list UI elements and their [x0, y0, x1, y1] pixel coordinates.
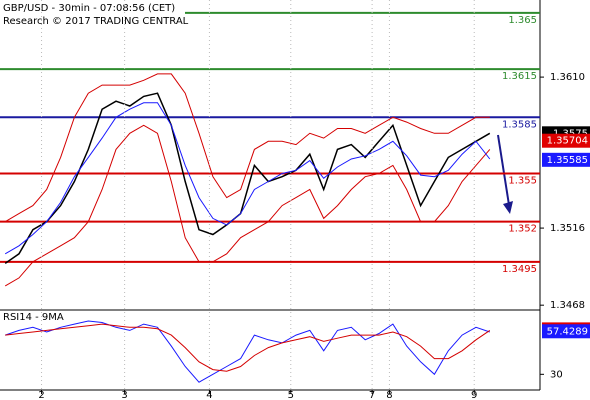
x-tick-label: 8 — [386, 390, 392, 400]
level-label: 1.3585 — [502, 119, 537, 130]
x-tick-label: 4 — [206, 390, 212, 400]
series-line — [4, 124, 491, 287]
price-tag-label: 57.4289 — [547, 326, 588, 337]
chart-title: GBP/USD - 30min - 07:08:56 (CET) — [3, 3, 175, 14]
series-line — [4, 92, 491, 265]
x-tick-label: 7 — [369, 390, 375, 400]
level-label: 1.3495 — [502, 264, 537, 275]
forecast-arrow — [497, 134, 510, 206]
x-tick-label: 2 — [38, 390, 44, 400]
rsi-title: RSI14 - 9MA — [3, 312, 64, 323]
y-tick-label: 1.3516 — [550, 223, 585, 234]
chart-subtitle: Research © 2017 TRADING CENTRAL — [3, 16, 189, 27]
price-tag — [542, 324, 590, 339]
forecast-arrow-head — [503, 201, 513, 214]
y-tick-label: 30 — [550, 369, 563, 380]
y-tick-label: 1.3468 — [550, 300, 585, 311]
series-line — [5, 320, 490, 383]
price-tag — [542, 133, 590, 148]
x-tick-label: 5 — [288, 390, 294, 400]
level-label: 1.365 — [508, 15, 537, 26]
series-line — [5, 323, 491, 372]
level-label: 1.352 — [508, 224, 537, 235]
price-tag-label: 1.35585 — [547, 155, 588, 166]
series-line — [4, 73, 490, 223]
price-tag — [542, 152, 590, 167]
price-tag-label: 1.35704 — [547, 136, 588, 147]
series-line — [4, 102, 491, 255]
level-label: 1.3615 — [502, 71, 537, 82]
x-tick-label: 3 — [121, 390, 127, 400]
y-tick-label: 1.3610 — [550, 72, 585, 83]
x-tick-label: 9 — [471, 390, 477, 400]
level-label: 1.355 — [508, 175, 537, 186]
